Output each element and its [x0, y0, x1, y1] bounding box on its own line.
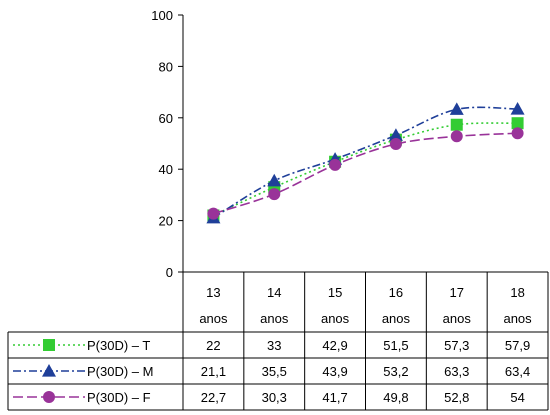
data-value-label: 52,8 [444, 390, 469, 405]
data-value-label: 63,4 [505, 364, 530, 379]
data-point [511, 117, 524, 130]
y-tick-label: 80 [159, 59, 173, 74]
data-value-label: 53,2 [383, 364, 408, 379]
data-value-label: 41,7 [322, 390, 347, 405]
legend-marker [42, 364, 56, 377]
legend-marker [43, 339, 55, 351]
data-point [388, 128, 403, 141]
category-label-bottom: anos [382, 311, 411, 326]
labels: 0 20 40 60 80 100 13 anos 14 anos 15 anos 16 anos 17 an… [87, 8, 532, 405]
data-point [268, 188, 281, 201]
category-label-top: 15 [328, 285, 342, 300]
series-lines [13, 102, 525, 403]
data-value-label: 22,7 [201, 390, 226, 405]
data-value-label: 33 [267, 338, 281, 353]
category-label-top: 13 [206, 285, 220, 300]
category-label-top: 14 [267, 285, 281, 300]
legend-label: P(30D) – T [87, 338, 150, 353]
y-tick-label: 40 [159, 162, 173, 177]
data-point [389, 138, 402, 151]
data-value-label: 51,5 [383, 338, 408, 353]
data-point [449, 102, 464, 115]
data-point [450, 130, 463, 143]
data-value-label: 63,3 [444, 364, 469, 379]
category-label-top: 18 [510, 285, 524, 300]
data-point [510, 102, 525, 115]
data-value-label: 54 [510, 390, 524, 405]
data-value-label: 35,5 [262, 364, 287, 379]
data-value-label: 42,9 [322, 338, 347, 353]
data-value-label: 22 [206, 338, 220, 353]
category-label-top: 17 [450, 285, 464, 300]
data-point [511, 127, 524, 140]
series-line [213, 132, 518, 215]
y-tick-label: 0 [166, 265, 173, 280]
data-point [267, 173, 282, 187]
data-value-label: 43,9 [322, 364, 347, 379]
data-point [450, 118, 463, 131]
data-point [207, 207, 220, 220]
category-label-bottom: anos [503, 311, 532, 326]
legend-label: P(30D) – M [87, 364, 153, 379]
data-value-label: 21,1 [201, 364, 226, 379]
series-line [213, 122, 518, 217]
data-value-label: 57,3 [444, 338, 469, 353]
category-label-bottom: anos [260, 311, 289, 326]
category-label-bottom: anos [199, 311, 228, 326]
y-tick-label: 20 [159, 214, 173, 229]
axes [178, 14, 184, 273]
data-point [329, 158, 342, 171]
data-value-label: 30,3 [262, 390, 287, 405]
y-tick-label: 60 [159, 111, 173, 126]
legend-marker [43, 391, 55, 403]
category-label-bottom: anos [321, 311, 350, 326]
y-tick-label: 100 [151, 8, 173, 23]
legend-label: P(30D) – F [87, 390, 151, 405]
category-label-bottom: anos [443, 311, 472, 326]
data-value-label: 57,9 [505, 338, 530, 353]
category-label-top: 16 [389, 285, 403, 300]
table-grid [7, 271, 549, 411]
data-value-label: 49,8 [383, 390, 408, 405]
